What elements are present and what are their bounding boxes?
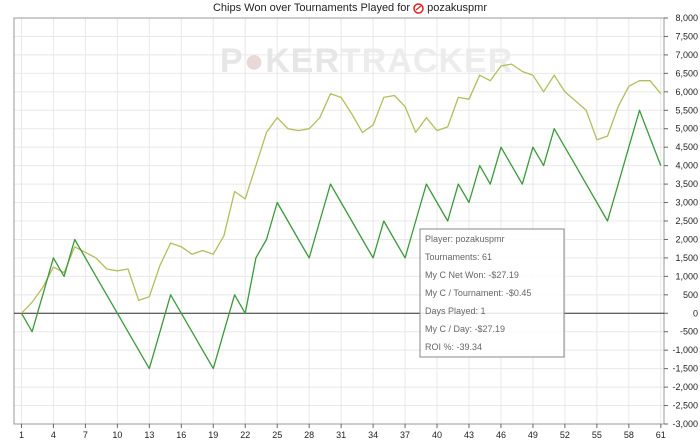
x-tick-label: 52 (560, 430, 570, 440)
y-tick-label: 3,000 (675, 198, 698, 208)
poker-chip-icon: ● (244, 42, 266, 80)
pokertracker-watermark: P●KERTRACKER (220, 42, 513, 80)
x-tick-label: 7 (83, 430, 88, 440)
x-tick-label: 31 (336, 430, 346, 440)
y-tick-label: 6,000 (675, 87, 698, 97)
x-tick-label: 55 (592, 430, 602, 440)
y-tick-label: 8,000 (675, 13, 698, 23)
y-tick-label: 4,000 (675, 161, 698, 171)
x-tick-label: 40 (432, 430, 442, 440)
svg-text:P●KERTRACKER: P●KERTRACKER (220, 42, 513, 80)
tooltip-line: ROI %: -39.34 (425, 342, 482, 352)
tooltip-line: Days Played: 1 (425, 306, 486, 316)
watermark-ker: KER (265, 42, 340, 80)
y-tick-label: -1,500 (672, 364, 698, 374)
stats-tooltip: Player: pozakuspmr Tournaments: 61 My C Ne… (419, 228, 565, 358)
y-tick-label: 2,500 (675, 216, 698, 226)
tooltip-line: Tournaments: 61 (425, 252, 492, 262)
y-tick-label: 5,500 (675, 105, 698, 115)
y-tick-label: 6,500 (675, 68, 698, 78)
x-tick-label: 28 (304, 430, 314, 440)
watermark-p: P (220, 42, 244, 80)
tooltip-line: My C / Tournament: -$0.45 (425, 288, 531, 298)
series-line-2 (20, 109, 662, 370)
x-tick-label: 1 (19, 430, 24, 440)
y-tick-label: -2,000 (672, 382, 698, 392)
x-tick-label: 46 (496, 430, 506, 440)
series (20, 63, 662, 370)
y-tick-label: 1,500 (675, 253, 698, 263)
grid (14, 17, 664, 425)
x-tick-label: 16 (176, 430, 186, 440)
watermark-tracker: TRACKER (340, 42, 513, 80)
y-tick-label: 3,500 (675, 179, 698, 189)
pokerstars-icon (413, 2, 424, 14)
y-tick-label: 7,500 (675, 31, 698, 41)
chart-title: Chips Won over Tournaments Played for po… (0, 2, 700, 14)
x-tick-label: 49 (528, 430, 538, 440)
axes: 1 4 7 10 13 16 19 22 25 28 31 34 37 40 43 46 49 52 55 58 61-… (13, 13, 698, 440)
x-tick-label: 19 (208, 430, 218, 440)
y-tick-label: 1,000 (675, 271, 698, 281)
x-tick-label: 61 (656, 430, 666, 440)
x-tick-label: 43 (464, 430, 474, 440)
tooltip-box (419, 228, 565, 358)
y-tick-label: 2,000 (675, 234, 698, 244)
y-tick-label: 5,000 (675, 124, 698, 134)
x-tick-label: 25 (272, 430, 282, 440)
series-line-1 (21, 63, 662, 314)
x-tick-label: 37 (400, 430, 410, 440)
y-tick-label: 0 (693, 308, 698, 318)
tooltip-line: My C / Day: -$27.19 (425, 324, 505, 334)
x-tick-label: 22 (240, 430, 250, 440)
y-tick-label: 500 (683, 290, 698, 300)
chart-title-text: Chips Won over Tournaments Played for (212, 2, 411, 14)
y-tick-label: -500 (680, 327, 698, 337)
x-tick-label: 58 (624, 430, 634, 440)
x-tick-label: 4 (51, 430, 56, 440)
x-tick-label: 13 (144, 430, 154, 440)
y-tick-label: 4,500 (675, 142, 698, 152)
tooltip-line: My C Net Won: -$27.19 (425, 270, 519, 280)
player-name: pozakuspmr (427, 2, 487, 14)
y-tick-label: -3,000 (672, 419, 698, 429)
y-tick-label: -1,000 (672, 345, 698, 355)
tooltip-line: Player: pozakuspmr (425, 234, 505, 244)
x-tick-label: 34 (368, 430, 378, 440)
x-tick-label: 10 (112, 430, 122, 440)
y-tick-label: -2,500 (672, 401, 698, 411)
y-tick-label: 7,000 (675, 50, 698, 60)
